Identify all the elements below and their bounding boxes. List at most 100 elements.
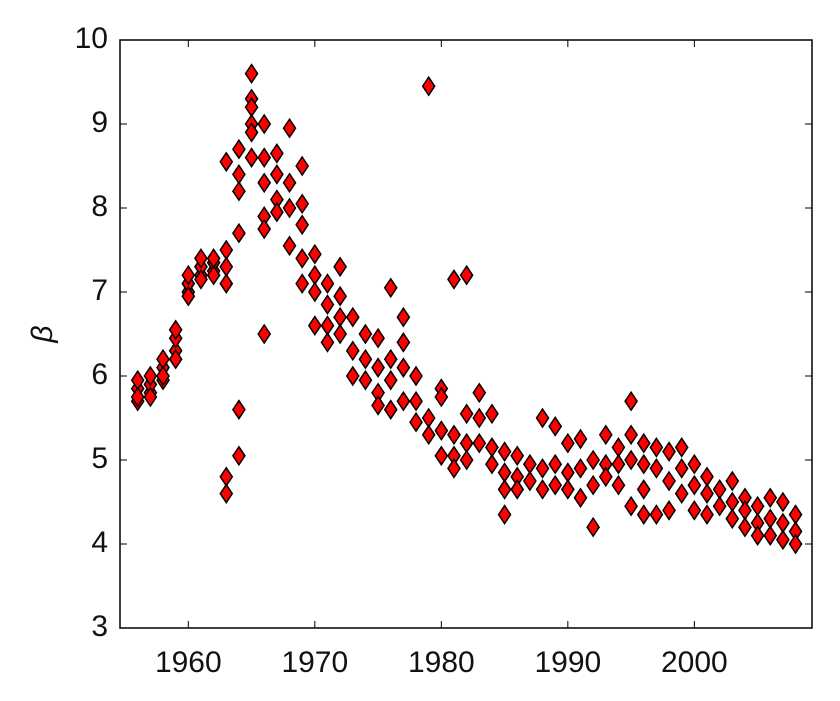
data-point: [763, 487, 778, 509]
data-point: [598, 466, 613, 488]
data-point: [624, 390, 638, 412]
x-tick-label: 2000: [661, 646, 728, 679]
data-point: [586, 449, 601, 471]
data-point: [573, 487, 588, 509]
data-point: [383, 277, 398, 299]
y-tick-label: 6: [91, 358, 108, 391]
data-point: [320, 273, 335, 294]
data-point: [472, 432, 487, 454]
data-point: [725, 508, 740, 530]
data-point: [459, 403, 474, 425]
y-axis-label: β: [26, 325, 59, 343]
data-point: [598, 424, 613, 446]
data-point: [282, 117, 297, 139]
data-point: [232, 138, 246, 160]
data-point: [219, 256, 234, 278]
data-point: [232, 445, 246, 467]
data-point: [333, 306, 348, 328]
data-point: [674, 483, 689, 504]
data-point: [130, 386, 145, 408]
data-point: [269, 201, 284, 223]
data-point: [636, 453, 651, 475]
data-point: [611, 453, 626, 475]
data-point: [687, 474, 702, 496]
data-point: [295, 193, 310, 215]
data-point: [624, 449, 638, 471]
data-point: [282, 197, 297, 219]
data-point: [649, 504, 664, 525]
data-point: [295, 155, 310, 177]
data-point: [510, 479, 525, 500]
data-point: [269, 164, 284, 185]
data-point: [371, 327, 385, 349]
data-point: [548, 453, 563, 475]
data-point: [421, 75, 436, 97]
data-point: [434, 445, 449, 467]
data-point: [573, 428, 588, 450]
data-point: [371, 395, 385, 416]
data-point: [611, 437, 626, 458]
data-point: [434, 386, 449, 408]
y-tick-label: 3: [91, 610, 108, 643]
data-point: [219, 466, 234, 488]
data-point: [611, 474, 626, 496]
data-point: [788, 504, 803, 525]
data-point: [662, 441, 676, 462]
data-point: [712, 495, 727, 517]
data-point: [383, 399, 398, 420]
data-point: [345, 365, 360, 387]
data-point: [535, 479, 550, 500]
data-point: [700, 483, 714, 504]
data-point: [712, 479, 727, 500]
data-point: [232, 399, 246, 420]
data-point: [206, 248, 221, 269]
data-point: [219, 239, 234, 261]
data-point: [396, 332, 411, 353]
data-point: [497, 441, 512, 462]
data-point: [788, 533, 803, 555]
data-point: [624, 424, 638, 446]
plot-frame: [119, 39, 813, 629]
data-point: [497, 479, 512, 500]
data-point: [776, 491, 790, 513]
x-tick-label: 1960: [155, 646, 222, 679]
data-point: [320, 315, 335, 336]
data-point: [447, 458, 461, 479]
data-point: [345, 306, 360, 328]
data-point: [257, 323, 272, 345]
data-point: [560, 462, 575, 483]
data-point: [295, 248, 310, 269]
data-point: [383, 369, 398, 391]
data-point: [320, 294, 335, 315]
data-point: [168, 319, 183, 341]
data-point: [320, 332, 335, 353]
y-tick-label: 8: [91, 190, 108, 223]
data-point: [624, 495, 638, 517]
data-point: [649, 458, 664, 479]
data-point: [244, 147, 259, 168]
data-point: [307, 243, 322, 265]
data-point: [269, 143, 284, 164]
data-point: [181, 264, 196, 286]
data-point: [219, 483, 234, 504]
data-point: [459, 449, 474, 471]
data-point: [535, 458, 550, 479]
data-point: [459, 264, 474, 286]
data-point: [396, 390, 411, 412]
data-point: [143, 386, 158, 408]
data-point: [725, 470, 740, 492]
data-point: [738, 516, 752, 538]
data-point: [409, 365, 423, 387]
data-point: [763, 525, 778, 546]
data-point: [421, 407, 436, 429]
y-tick-label: 7: [91, 274, 108, 307]
data-point: [396, 357, 411, 378]
data-point: [307, 281, 322, 303]
data-point: [636, 432, 651, 454]
data-point: [662, 470, 676, 492]
data-point: [497, 462, 512, 483]
data-point: [560, 479, 575, 500]
data-point: [421, 424, 436, 446]
data-point: [257, 147, 272, 168]
